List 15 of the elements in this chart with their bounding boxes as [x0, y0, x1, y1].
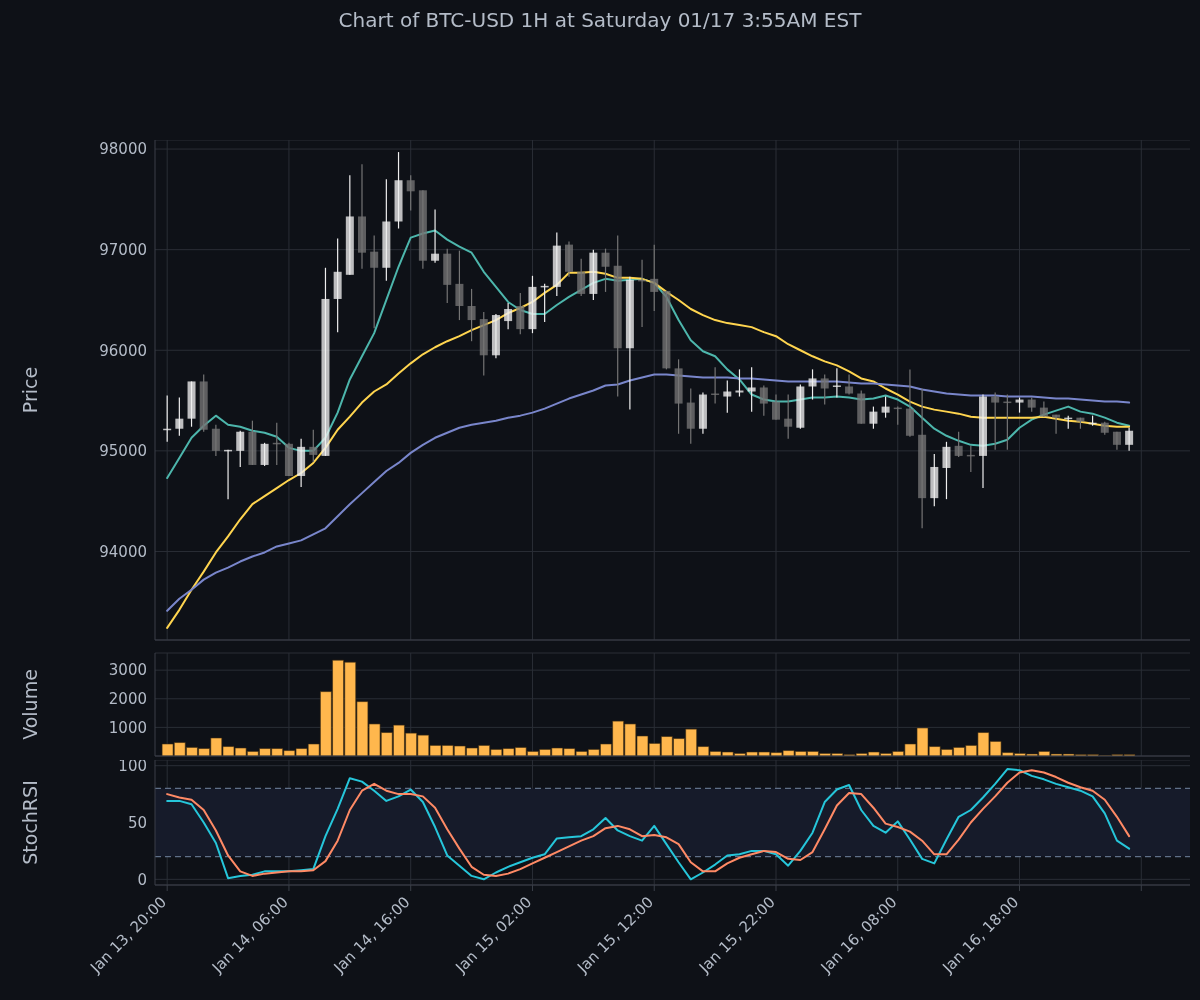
y-tick-label: 1000: [108, 718, 147, 737]
y-axis-title: StochRSI: [19, 780, 41, 865]
y-tick-label: 100: [118, 757, 147, 776]
y-tick-label: 50: [127, 813, 147, 832]
y-tick-label: 98000: [99, 140, 147, 159]
y-tick-label: 2000: [108, 690, 147, 709]
y-tick-label: 95000: [99, 442, 147, 461]
y-tick-label: 3000: [108, 661, 147, 680]
y-axis-title: Volume: [19, 669, 41, 740]
y-tick-label: 96000: [99, 341, 147, 360]
y-tick-label: 0: [137, 870, 147, 889]
y-axis-title: Price: [19, 366, 41, 414]
y-tick-label: 97000: [99, 240, 147, 259]
y-tick-label: 94000: [99, 542, 147, 561]
chart-title: Chart of BTC-USD 1H at Saturday 01/17 3:55AM EST: [338, 8, 862, 32]
